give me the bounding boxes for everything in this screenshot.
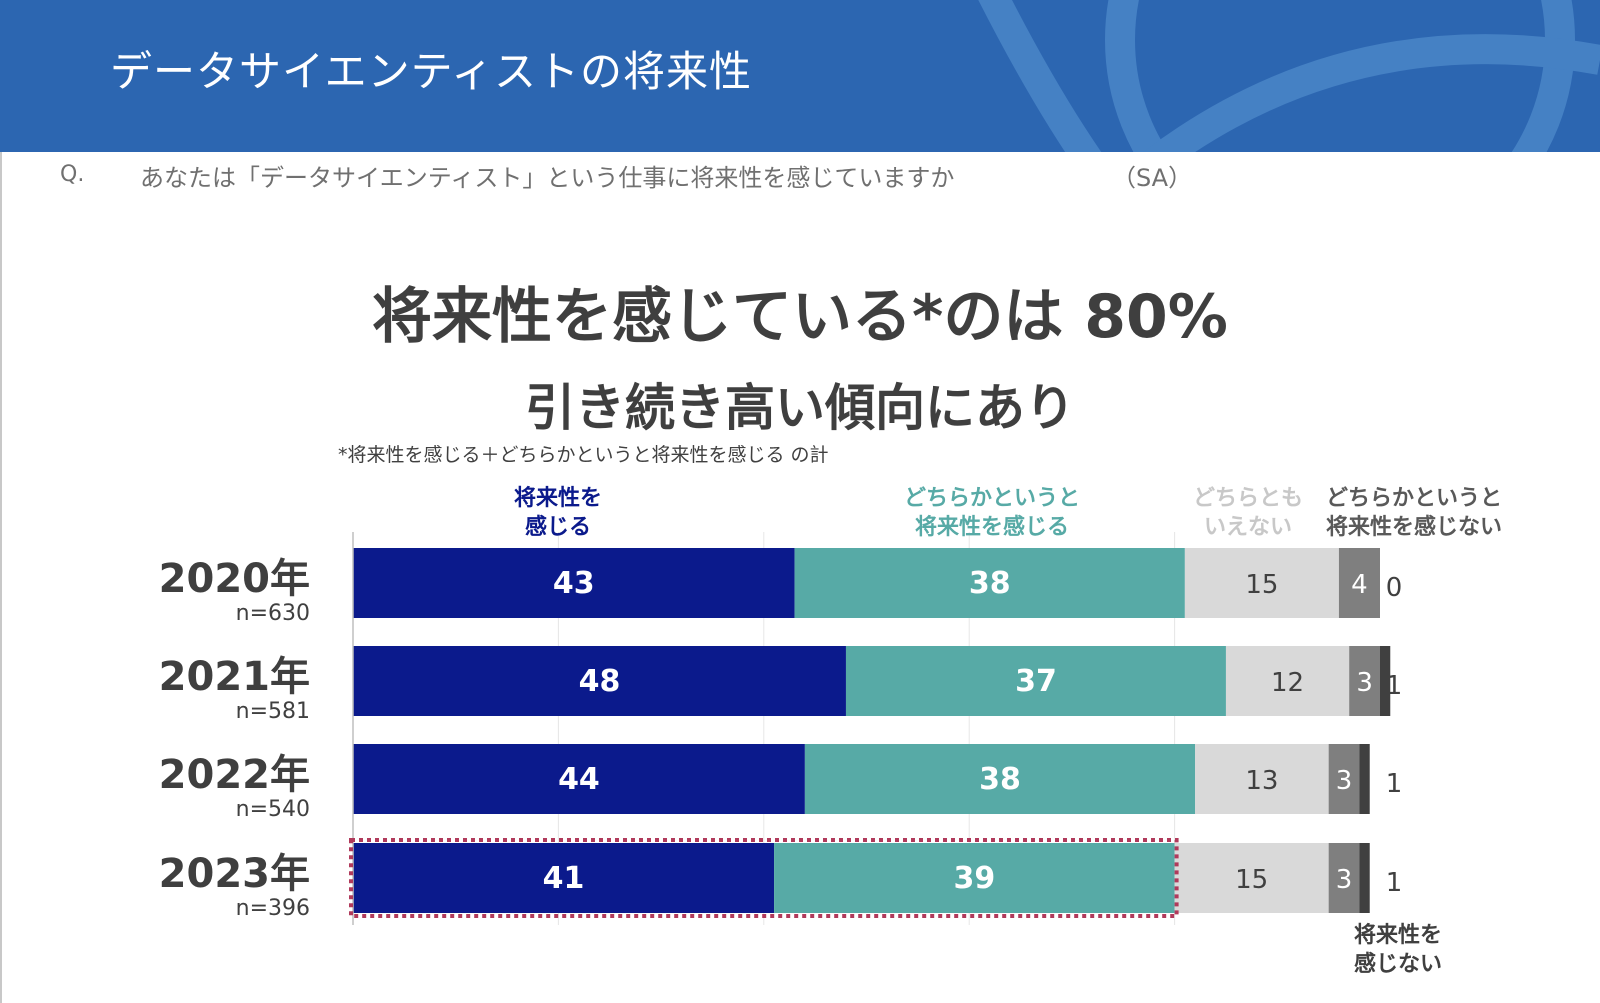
data-label: 15 [1235, 865, 1268, 895]
data-label: 38 [969, 566, 1011, 601]
bar-segment [1195, 744, 1329, 814]
header-banner: データサイエンティストの将来性 [0, 0, 1600, 152]
legend-label: どちらかというと [1326, 486, 1502, 511]
legend-label: いえない [1204, 515, 1292, 540]
data-label: 1 [1386, 868, 1403, 898]
data-label: 3 [1356, 668, 1373, 698]
bar-segment [1184, 548, 1339, 618]
category-sample-size: n=581 [236, 699, 310, 724]
data-label: 12 [1271, 668, 1304, 698]
data-label: 1 [1386, 769, 1403, 799]
bar-segment [353, 843, 775, 913]
data-label: 41 [543, 861, 585, 896]
legend-label: 感じない [1354, 951, 1442, 977]
data-label: 3 [1336, 865, 1353, 895]
data-label: 15 [1245, 570, 1278, 600]
bar-segment [1349, 646, 1380, 716]
globe-decoration-icon [978, 0, 1600, 152]
bar-segment [1338, 548, 1380, 618]
legend-label: 感じる [525, 514, 591, 540]
bar-segment [353, 744, 805, 814]
category-label: 2022年 [159, 752, 310, 798]
question-text: あなたは「データサイエンティスト」という仕事に将来性を感じていますか [140, 164, 955, 192]
legend-label: 将来性を [514, 485, 602, 511]
bar-segment [1359, 744, 1370, 814]
legend-label: 将来性を感じる [915, 514, 1069, 540]
bar-segment [1225, 646, 1350, 716]
headline: 将来性を感じている*のは 80% [372, 282, 1228, 352]
data-label: 3 [1336, 766, 1353, 796]
data-label: 37 [1015, 664, 1057, 699]
bar-segment [353, 646, 846, 716]
subheadline: 引き続き高い傾向にあり [525, 379, 1075, 437]
category-label: 2020年 [159, 556, 310, 602]
bar-segment [1359, 843, 1370, 913]
category-label: 2021年 [159, 654, 310, 700]
data-label: 4 [1351, 570, 1368, 600]
bar-segment [794, 548, 1185, 618]
data-label: 48 [579, 664, 621, 699]
highlight-box [349, 838, 1179, 918]
data-label: 38 [979, 762, 1021, 797]
data-label: 0 [1386, 573, 1403, 603]
footnote: *将来性を感じる＋どちらかというと将来性を感じる の計 [338, 444, 829, 466]
data-label: 39 [953, 861, 995, 896]
category-label: 2023年 [159, 851, 310, 897]
legend-label: 将来性を [1354, 922, 1442, 948]
bar-segment [804, 744, 1196, 814]
data-label: 44 [558, 762, 600, 797]
bar-segment [1174, 843, 1329, 913]
bar-segment [1380, 646, 1391, 716]
category-sample-size: n=396 [236, 896, 310, 921]
data-label: 43 [553, 566, 595, 601]
data-label: 13 [1245, 766, 1278, 796]
legend-label: どちらかというと [904, 486, 1080, 511]
question-label: Q. [60, 162, 85, 187]
category-sample-size: n=540 [236, 797, 310, 822]
legend-label: 将来性を感じない [1326, 514, 1502, 540]
left-border [0, 152, 2, 1003]
legend-label: どちらとも [1193, 486, 1303, 511]
bar-segment [353, 548, 795, 618]
question-type: （SA） [1112, 164, 1193, 192]
bar-segment [1328, 843, 1360, 913]
bar-segment [845, 646, 1226, 716]
data-label: 1 [1386, 671, 1403, 701]
bar-segment [774, 843, 1175, 913]
category-sample-size: n=630 [236, 601, 310, 626]
bar-segment [1328, 744, 1360, 814]
slide-title: データサイエンティストの将来性 [110, 47, 753, 96]
